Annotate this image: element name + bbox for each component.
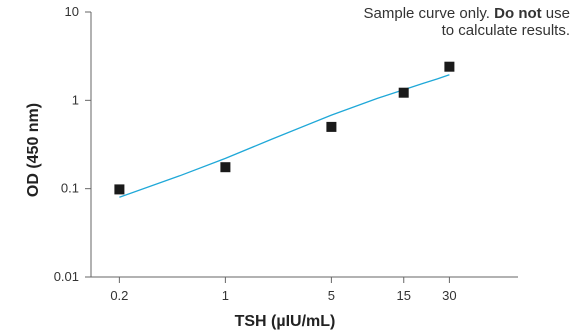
note-emphasis: Do not — [494, 5, 542, 22]
data-points — [114, 61, 455, 195]
x-tick-label: 5 — [328, 288, 335, 303]
fit-curve-layer — [119, 74, 450, 198]
y-axis-title: OD (450 nm) — [25, 103, 42, 197]
x-axis-title: TSH (µIU/mL) — [235, 313, 336, 330]
y-tick-label: 0.1 — [61, 181, 79, 196]
y-tick-label: 0.01 — [54, 269, 79, 284]
x-tick-label: 30 — [442, 288, 456, 303]
axes — [90, 12, 518, 278]
data-point-marker — [220, 162, 231, 173]
data-point-marker — [444, 61, 455, 72]
data-point-marker — [326, 121, 337, 132]
note-line-1: Sample curve only. Do not use — [363, 5, 570, 22]
note-line-2: to calculate results. — [441, 22, 570, 39]
y-tick-label: 1 — [72, 92, 79, 107]
data-point-marker — [398, 87, 409, 98]
x-tick-label: 0.2 — [110, 288, 128, 303]
x-tick-label: 15 — [397, 288, 411, 303]
sample-curve-note: Sample curve only. Do not use to calcula… — [240, 5, 570, 39]
fit-curve-line — [119, 74, 450, 198]
data-point-marker — [114, 184, 125, 195]
x-tick-label: 1 — [222, 288, 229, 303]
y-tick-label: 10 — [65, 4, 79, 19]
